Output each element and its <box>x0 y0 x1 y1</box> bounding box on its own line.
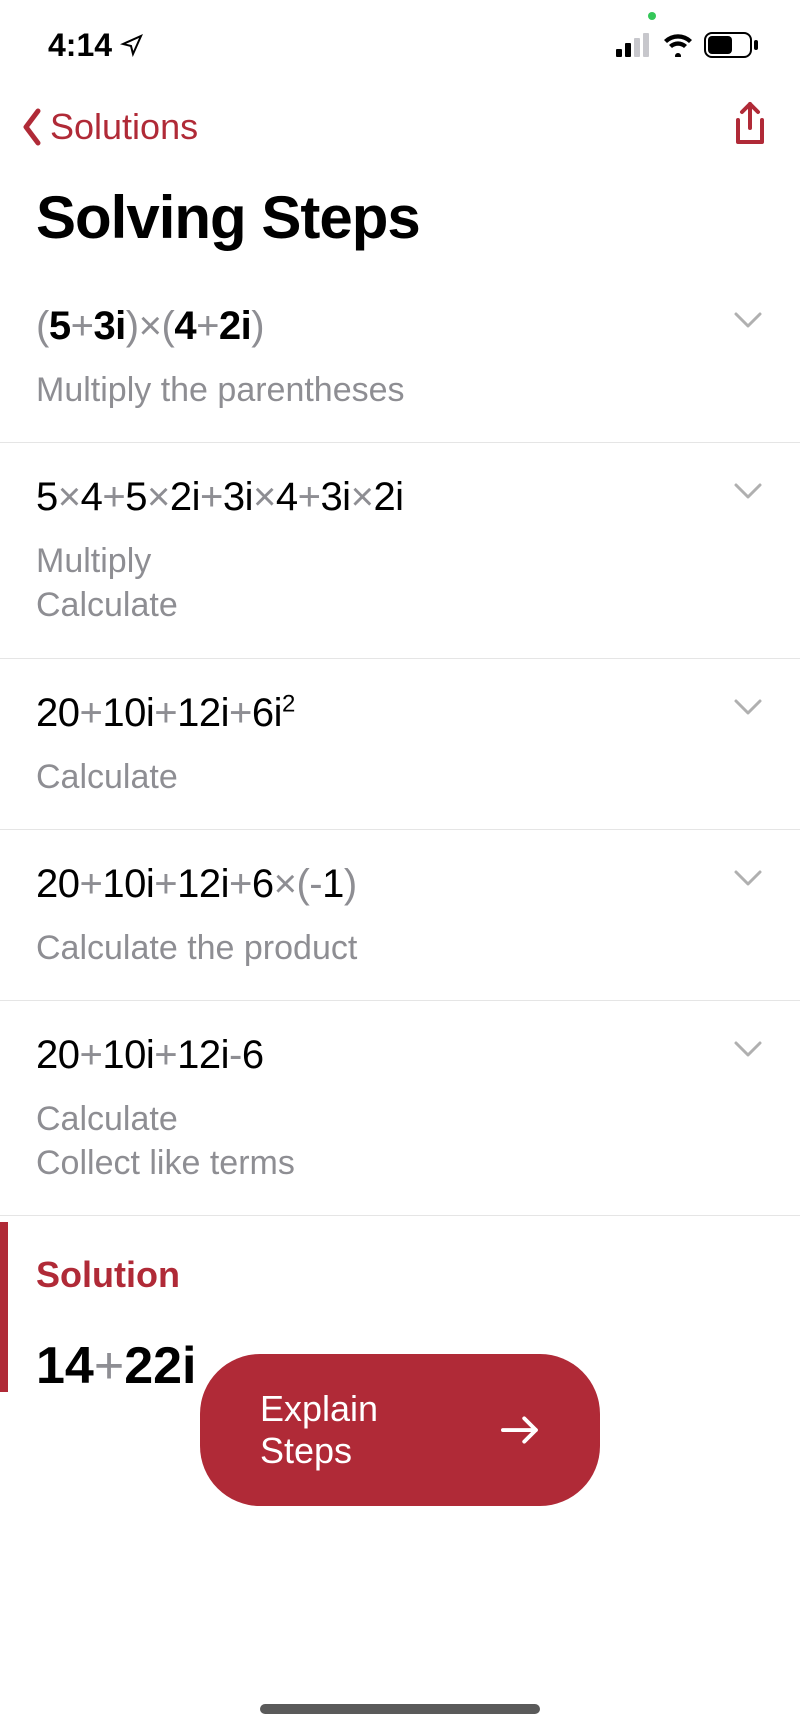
time-text: 4:14 <box>48 27 112 64</box>
chevron-down-icon <box>732 310 764 330</box>
battery-icon <box>704 32 760 58</box>
status-icons <box>616 32 760 58</box>
solving-step[interactable]: 20+10i+12i+6×(-1) Calculate the product <box>0 830 800 1001</box>
step-description: Calculate <box>36 755 764 799</box>
step-expression: 20+10i+12i+6i2 <box>36 689 764 737</box>
step-expression: 20+10i+12i-6 <box>36 1031 764 1079</box>
share-button[interactable] <box>730 100 770 153</box>
back-button[interactable]: Solutions <box>20 106 198 148</box>
solving-step[interactable]: 5×4+5×2i+3i×4+3i×2i MultiplyCalculate <box>0 443 800 658</box>
step-description: CalculateCollect like terms <box>36 1097 764 1185</box>
steps-list: (5+3i)×(4+2i) Multiply the parentheses 5… <box>0 292 800 1216</box>
back-label: Solutions <box>50 106 198 148</box>
cellular-signal-icon <box>616 33 652 57</box>
step-expression: (5+3i)×(4+2i) <box>36 302 764 350</box>
home-indicator[interactable] <box>260 1704 540 1714</box>
solution-accent-bar <box>0 1222 8 1392</box>
step-expression: 20+10i+12i+6×(-1) <box>36 860 764 908</box>
solving-step[interactable]: 20+10i+12i+6i2 Calculate <box>0 659 800 830</box>
page-title: Solving Steps <box>0 173 800 292</box>
solving-step[interactable]: 20+10i+12i-6 CalculateCollect like terms <box>0 1001 800 1216</box>
step-expression: 5×4+5×2i+3i×4+3i×2i <box>36 473 764 521</box>
share-icon <box>730 100 770 148</box>
step-description: MultiplyCalculate <box>36 539 764 627</box>
solving-step[interactable]: (5+3i)×(4+2i) Multiply the parentheses <box>0 292 800 443</box>
nav-bar: Solutions <box>0 80 800 173</box>
status-time: 4:14 <box>48 27 144 64</box>
solution-label: Solution <box>36 1254 764 1296</box>
chevron-down-icon <box>732 1039 764 1059</box>
status-bar: 4:14 <box>0 0 800 80</box>
chevron-down-icon <box>732 868 764 888</box>
location-icon <box>120 33 144 57</box>
chevron-down-icon <box>732 481 764 501</box>
chevron-down-icon <box>732 697 764 717</box>
privacy-indicator-icon <box>648 12 656 20</box>
explain-button-label: Explain Steps <box>260 1388 473 1472</box>
chevron-left-icon <box>20 107 44 147</box>
step-description: Multiply the parentheses <box>36 368 764 412</box>
step-description: Calculate the product <box>36 926 764 970</box>
explain-steps-button[interactable]: Explain Steps <box>200 1354 600 1506</box>
arrow-right-icon <box>501 1415 540 1445</box>
wifi-icon <box>662 33 694 57</box>
